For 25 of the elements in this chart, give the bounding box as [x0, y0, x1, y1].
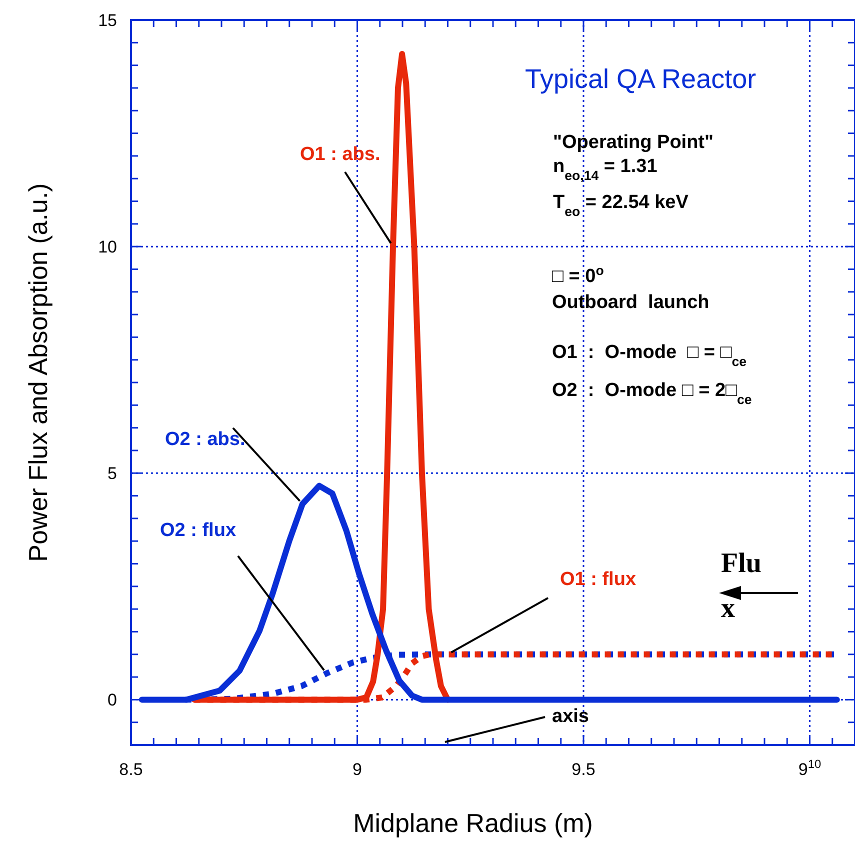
annotation: O1 : O-mode □ = □$_{ce}$	[552, 342, 747, 368]
annotation: □ = 0$^{o}$	[552, 262, 604, 287]
annotation: "Operating Point"	[553, 132, 714, 153]
series-label: O1 : abs.	[300, 144, 380, 165]
y-tick-label: 0	[108, 690, 117, 710]
annotation: n$_{eo,14}$ = 1.31	[553, 156, 658, 182]
annotation: Outboard launch	[552, 292, 710, 313]
x-tick-label: 8.5	[119, 760, 143, 779]
x-tick-label: 9	[352, 760, 362, 779]
annotation: T$_{eo}$ = 22.54 keV	[553, 192, 689, 218]
y-tick-label: 10	[98, 238, 117, 257]
x-tick-label: 9$^{10}$	[798, 757, 822, 779]
annotation: O2 : O-mode □ = 2□$_{ce}$	[552, 380, 752, 406]
y-axis-title: Power Flux and Absorption (a.u.)	[23, 183, 53, 562]
annotation: Flu	[721, 548, 762, 579]
x-axis-title: Midplane Radius (m)	[353, 808, 593, 838]
text: O2 : abs.	[165, 429, 246, 450]
x-tick-label: 9.5	[572, 760, 596, 779]
text: Typical QA Reactor	[525, 64, 756, 94]
text: O1 : flux	[560, 569, 636, 590]
annotation: x	[721, 593, 735, 624]
text: O2 : flux	[160, 520, 236, 541]
y-tick-label: 15	[98, 11, 117, 30]
annotation: axis	[552, 706, 589, 727]
y-tick-label: 5	[108, 464, 117, 484]
